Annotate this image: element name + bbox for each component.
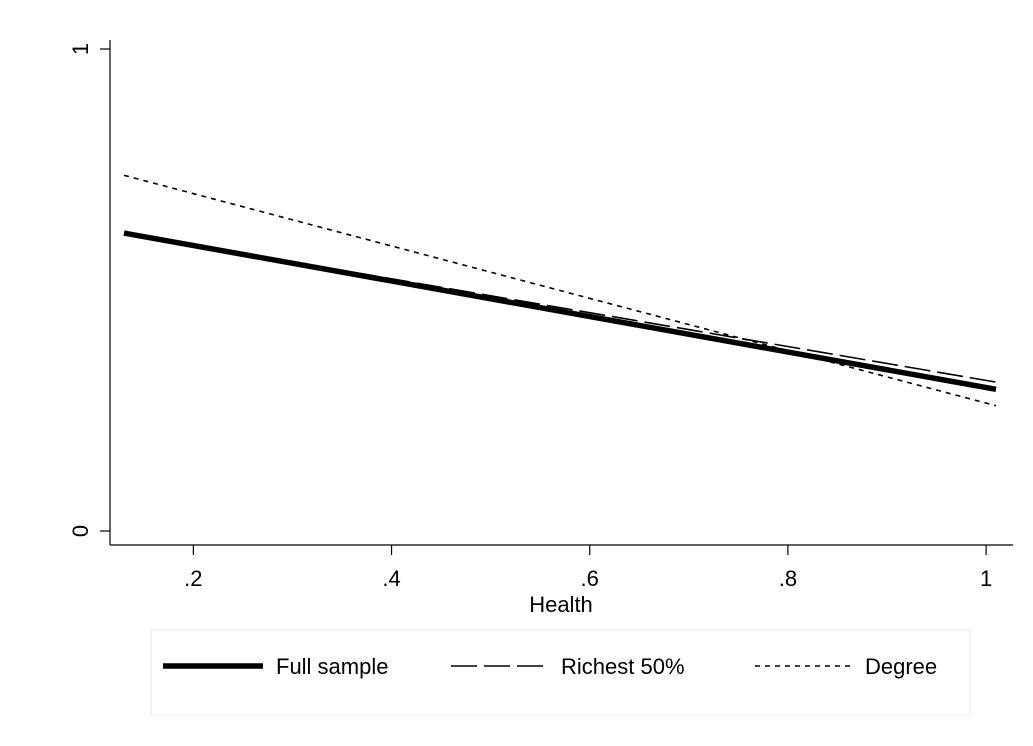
series-line-0 bbox=[123, 230, 997, 393]
series-lines bbox=[123, 174, 997, 407]
legend-label-1: Richest 50% bbox=[561, 654, 685, 679]
x-tick-label: .4 bbox=[382, 566, 400, 591]
legend-box bbox=[150, 629, 971, 716]
x-tick-label: .6 bbox=[581, 566, 599, 591]
x-tick-label: .2 bbox=[184, 566, 202, 591]
y-tick-label: 1 bbox=[68, 43, 93, 55]
x-axis-title: Health bbox=[529, 592, 593, 617]
y-ticks: 01 bbox=[68, 43, 110, 537]
series-line-1 bbox=[123, 232, 997, 383]
x-tick-label: 1 bbox=[980, 566, 992, 591]
legend-label-2: Degree bbox=[865, 654, 937, 679]
x-tick-label: .8 bbox=[779, 566, 797, 591]
series-line-2 bbox=[123, 174, 997, 407]
legend-label-0: Full sample bbox=[276, 654, 388, 679]
x-ticks: .2 .4 .6 .8 1 bbox=[184, 545, 992, 591]
y-tick-label: 0 bbox=[68, 525, 93, 537]
legend-items: Full sample Richest 50% Degree bbox=[163, 654, 937, 679]
